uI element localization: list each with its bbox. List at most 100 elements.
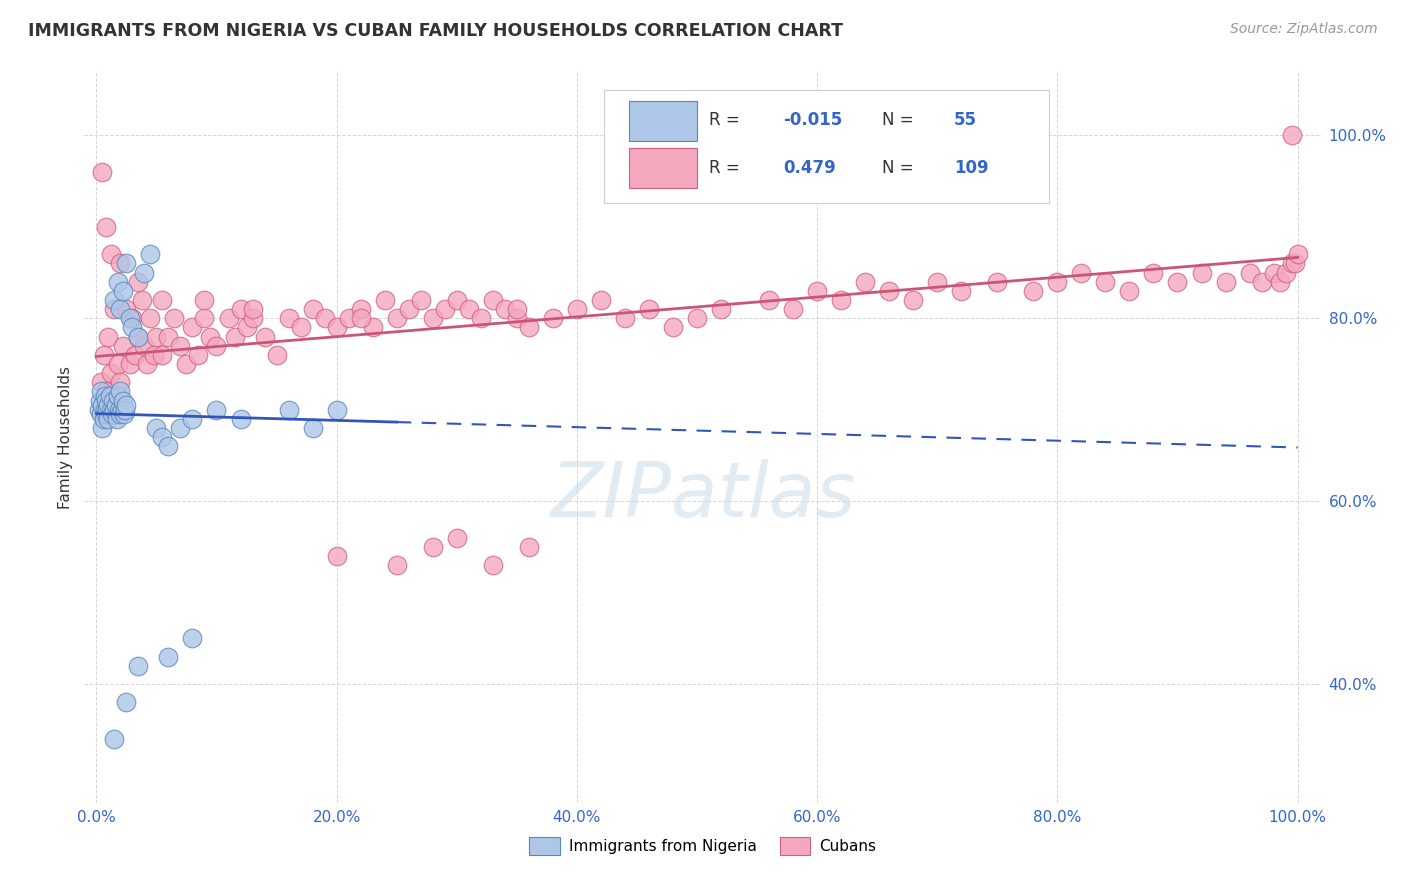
Point [758,293,780,307]
Point [93,412,115,426]
Point [101,407,124,421]
Point [494,301,516,317]
Point [1286,247,1309,261]
Point [506,301,529,317]
Point [139,311,162,326]
Point [1070,266,1092,280]
Point [163,311,186,326]
Point [115,301,138,317]
Point [253,329,276,343]
Point [110,402,132,417]
Point [193,293,215,307]
Point [103,402,125,417]
Point [115,695,138,709]
Point [1284,256,1306,270]
Point [118,311,141,326]
Point [662,320,685,334]
Point [97,398,120,412]
Point [710,301,733,317]
Point [169,421,191,435]
Point [110,407,132,421]
Point [127,329,149,343]
Point [481,293,503,307]
Point [853,275,876,289]
Point [139,247,162,261]
Point [385,311,408,326]
Text: ZIPatlas: ZIPatlas [550,458,856,533]
Point [97,412,120,426]
Point [94,402,117,417]
Point [176,357,198,371]
Text: N =: N = [883,112,920,129]
Point [470,311,492,326]
Point [111,284,134,298]
Point [301,421,323,435]
Point [157,649,180,664]
Point [1274,266,1296,280]
Point [877,284,900,298]
Bar [628,101,697,141]
Point [127,329,149,343]
Text: 0.479: 0.479 [783,159,837,177]
Point [903,293,925,307]
Point [638,301,661,317]
Point [127,275,149,289]
Point [111,338,134,352]
Point [541,311,564,326]
Point [1268,275,1291,289]
Point [143,348,166,362]
Point [91,421,114,435]
Point [118,357,141,371]
Point [90,407,112,421]
Point [242,311,264,326]
Point [103,731,125,746]
Text: N =: N = [883,159,920,177]
Point [157,329,180,343]
Point [91,165,114,179]
Point [104,398,127,412]
Point [112,407,135,421]
Point [1281,128,1303,143]
Point [314,311,336,326]
Point [94,389,117,403]
Point [115,256,138,270]
Point [277,402,299,417]
Text: -0.015: -0.015 [783,112,842,129]
Point [205,402,228,417]
Point [121,311,143,326]
Point [110,256,132,270]
Point [145,421,167,435]
Point [325,402,347,417]
Point [107,275,129,289]
Point [277,311,299,326]
FancyBboxPatch shape [605,90,1049,203]
Point [100,247,122,261]
Point [446,531,468,545]
Point [242,301,264,317]
Point [224,329,246,343]
Point [121,320,143,334]
Point [87,402,110,417]
Point [94,219,117,234]
Point [686,311,709,326]
Point [1215,275,1237,289]
Point [89,393,111,408]
Point [181,632,204,646]
Point [325,320,347,334]
Point [97,329,120,343]
Point [93,348,115,362]
Point [152,293,174,307]
Point [110,375,132,389]
Point [131,293,153,307]
Point [782,301,804,317]
Point [152,430,174,444]
Point [1250,275,1272,289]
Point [830,293,852,307]
Point [94,384,117,399]
Point [108,402,131,417]
Point [229,412,252,426]
Point [350,311,373,326]
Point [565,301,588,317]
Point [361,320,384,334]
Point [135,357,157,371]
